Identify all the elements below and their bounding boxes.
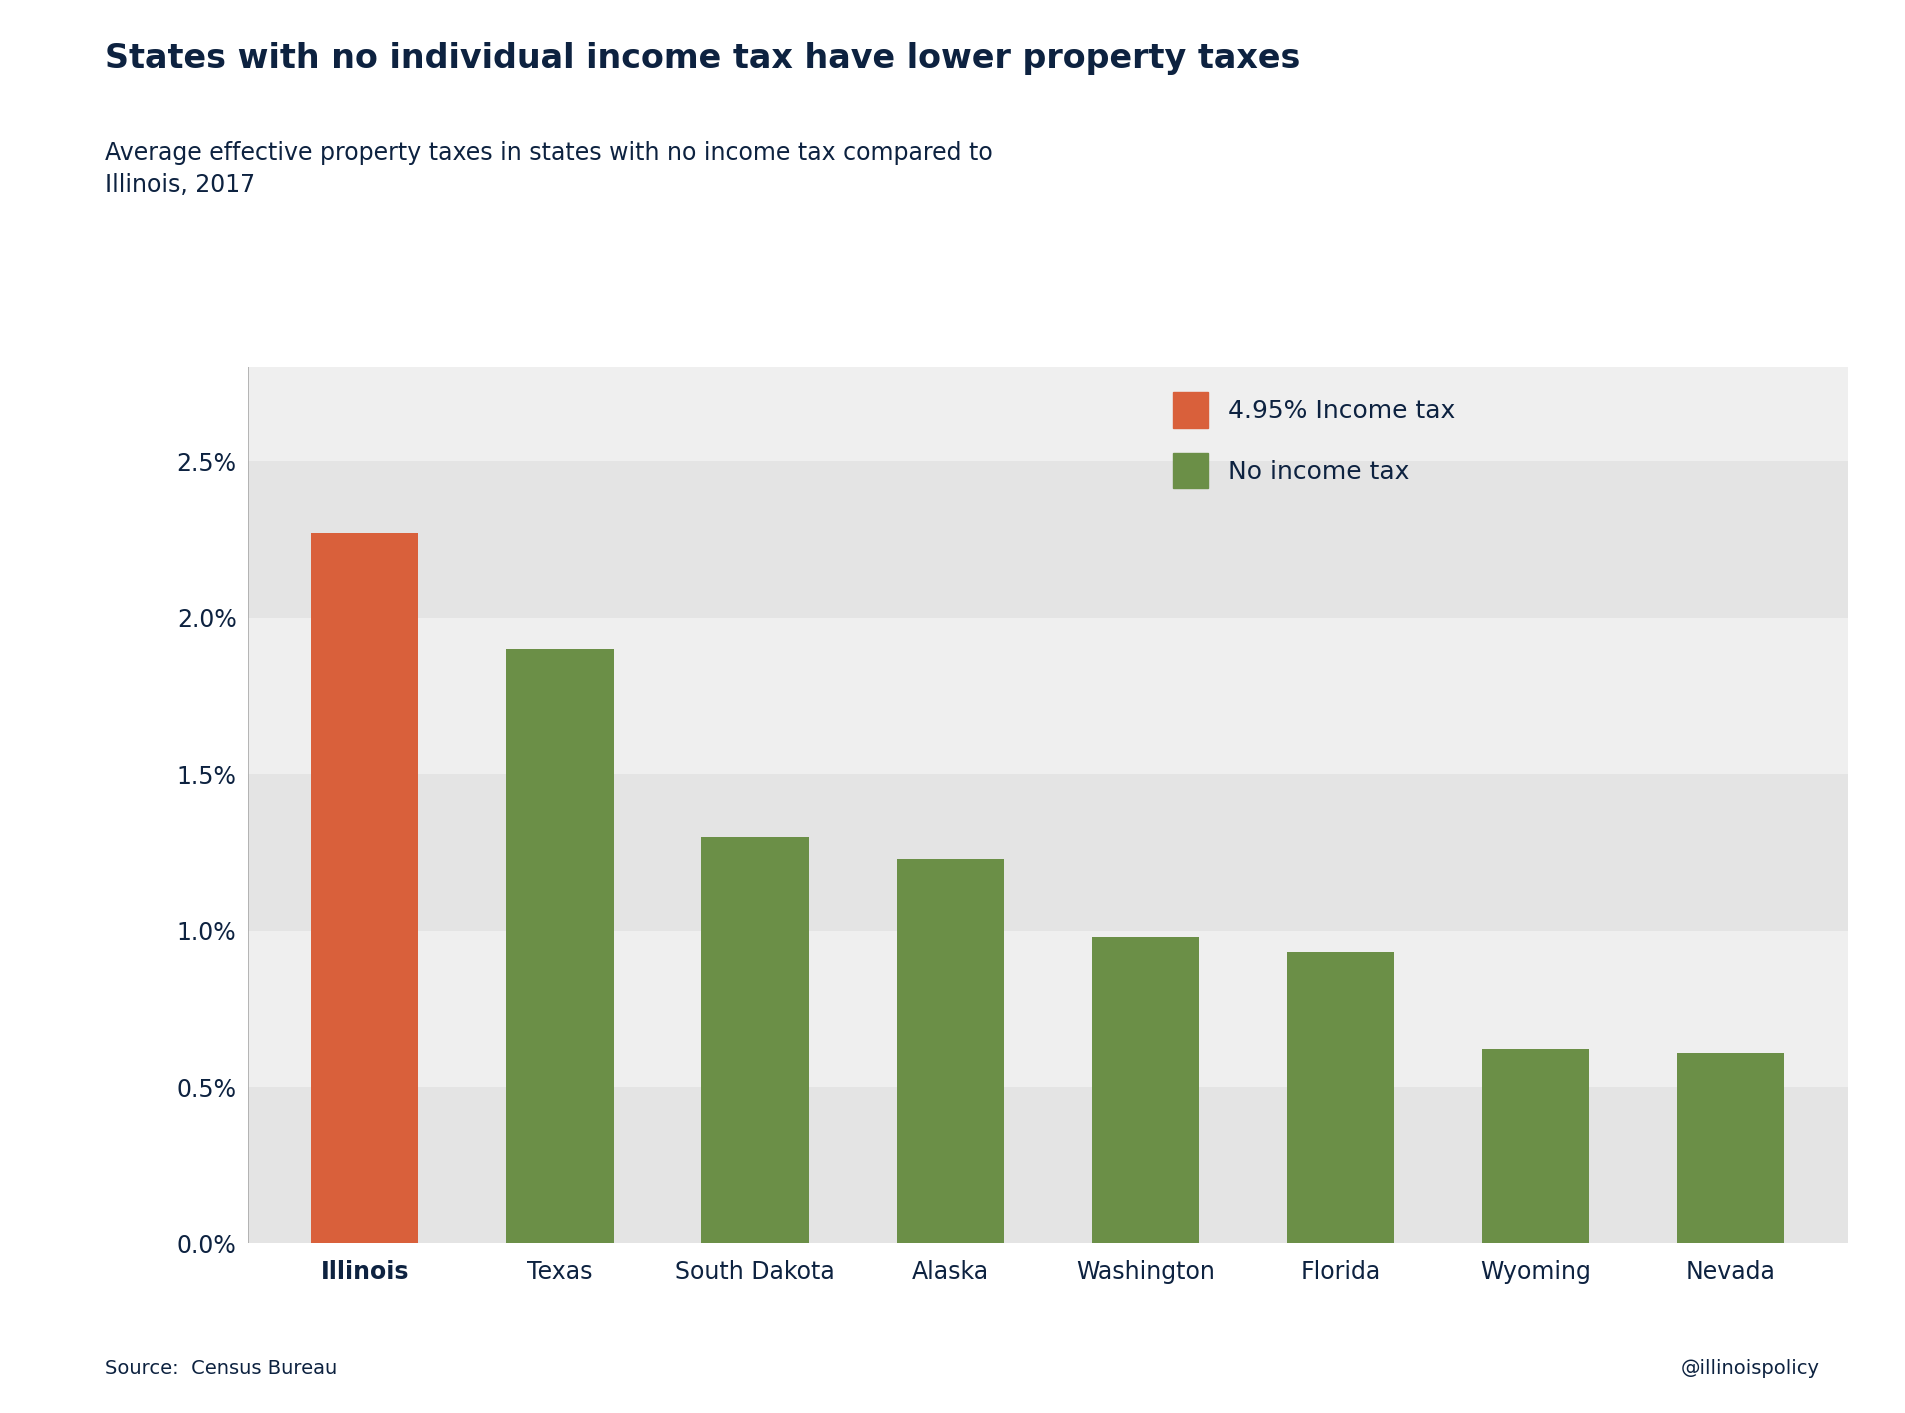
Bar xyxy=(507,649,613,1243)
Bar xyxy=(311,533,419,1243)
Text: Source:  Census Bureau: Source: Census Bureau xyxy=(105,1359,337,1378)
Bar xyxy=(248,931,1848,1087)
Bar xyxy=(248,1087,1848,1243)
Bar xyxy=(248,461,1848,617)
Bar xyxy=(248,774,1848,931)
Bar xyxy=(1676,1053,1785,1243)
Text: States with no individual income tax have lower property taxes: States with no individual income tax hav… xyxy=(105,42,1299,75)
Bar xyxy=(248,617,1848,774)
Bar xyxy=(1286,952,1394,1243)
Bar xyxy=(1482,1050,1589,1243)
Text: @illinoispolicy: @illinoispolicy xyxy=(1680,1359,1819,1378)
Bar xyxy=(1092,937,1198,1243)
Bar xyxy=(701,836,810,1243)
Legend: 4.95% Income tax, No income tax: 4.95% Income tax, No income tax xyxy=(1160,380,1467,500)
Bar xyxy=(897,859,1004,1243)
Text: Average effective property taxes in states with no income tax compared to
Illino: Average effective property taxes in stat… xyxy=(105,141,993,196)
